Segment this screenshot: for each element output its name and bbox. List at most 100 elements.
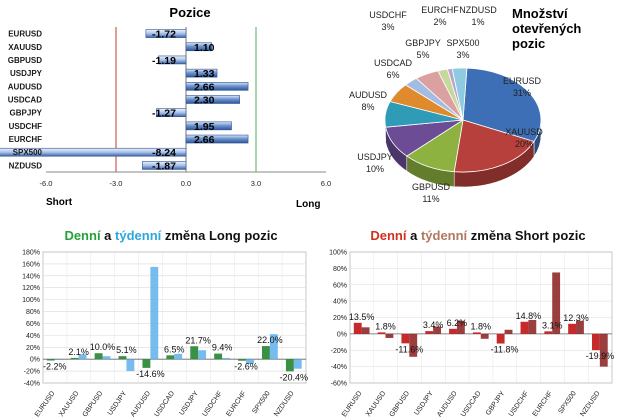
data-label: -14.6% [136,369,165,379]
data-label: -19.9% [586,351,615,361]
y-tick-label: -20% [24,369,40,376]
pozice-bar [185,82,249,91]
pozice-x-tick-label: -3.0 [110,179,123,188]
y-tick-label: 80% [333,266,347,273]
pie-slice-name: EURUSD [503,76,542,86]
y-tick-label: 100% [22,297,40,304]
column-bar [552,272,561,334]
pie-slices [384,67,542,188]
title-part: a [101,228,115,243]
column-bar [46,359,55,361]
pozice-bar [185,121,232,131]
y-tick-label: 160% [22,261,40,268]
column-bar [480,333,489,339]
pozice-value-label: -1.87 [152,160,176,172]
title-part: změna Short pozic [467,228,585,243]
short-change-plot: -60% -40% -20% 0% 20% 40% 60% 80% 100% 13.5% EURUS… [329,250,614,417]
column-bar [150,266,159,360]
pozice-bar [157,55,187,65]
pozice-x-tick-label: 0.0 [181,179,191,188]
y-tick-label: 40% [333,299,347,306]
pie-slice-percent: 2% [433,17,446,27]
column-bar [190,346,199,360]
column-bar [70,357,79,360]
data-label: -2.2% [43,361,67,371]
column-bar [94,353,103,360]
column-bar [401,333,410,344]
data-label: -2.6% [234,362,258,372]
y-tick-label: -40% [24,381,40,388]
y-tick-label: 180% [22,250,40,257]
column-bar [361,327,370,334]
y-tick-label: 120% [22,285,40,292]
pozice-bar [185,68,218,78]
y-tick-label: -40% [331,364,347,371]
data-label: -20.4% [280,372,309,382]
column-bar [433,326,441,334]
pozice-bar [185,95,240,104]
data-label: 9.4% [212,343,233,353]
pozice-category-label: USDCAD [8,96,42,105]
column-bar [496,333,505,344]
data-label: -11.8% [491,345,519,355]
column-bar [449,328,457,334]
pozice-value-label: -1.19 [152,55,176,67]
column-bar [576,320,584,334]
pozice-category-label: XAUUSD [8,43,42,52]
column-bar [377,332,386,334]
title-part: Denní [370,228,407,243]
data-label: 1.8% [471,321,492,331]
x-category-label: EURUSD [34,390,57,417]
column-bar [126,359,135,372]
y-tick-label: 40% [26,333,40,340]
pie-title: Množství otevřených pozic [512,6,581,51]
pozice-value-label: 2.66 [194,81,215,93]
pie-slice-name: GBPUSD [412,182,451,192]
y-tick-label: 100% [329,250,347,257]
column-bar [472,332,481,334]
pie-slice [451,67,468,121]
column-bar [198,350,207,360]
pozice-category-label: USDJPY [10,69,43,78]
pozice-value-label: 1.10 [194,42,215,54]
title-part: týdenní [421,228,468,243]
pie-slice-name: EURCHF [421,5,459,15]
column-bar [425,331,434,334]
pie-slice-name: USDCAD [374,58,413,68]
short-change-chart: Denní a týdenní změna Short pozic -60% -4… [329,228,614,417]
y-tick-label: -60% [331,381,347,388]
x-category-label: AUDUSD [436,390,459,417]
pozice-bars [0,29,249,170]
data-label: 22.0% [257,335,283,345]
column-bar [142,359,151,368]
column-bar [222,357,230,360]
x-category-label: USDJPY [413,390,435,417]
column-bar [353,322,362,334]
x-category-label: EURCHF [532,390,554,417]
column-bar [520,321,529,334]
pozice-category-label: SPX500 [13,148,43,157]
pozice-x-tick-label: 3.0 [251,179,261,188]
pozice-value-label: 1.33 [194,68,215,80]
pozice-bar [185,134,249,144]
title-part: týdenní [115,228,162,243]
data-label: 6.2% [447,318,468,328]
pie-slice [462,67,542,142]
column-bar [385,333,394,338]
y-tick-label: -20% [331,348,347,355]
pozice-x-tick-label: 6.0 [321,179,331,188]
short-change-title: Denní a týdenní změna Short pozic [370,228,585,243]
column-bar [174,353,183,360]
short-label: Short [46,197,73,208]
pie-slice-percent: 3% [456,50,469,60]
pozice-category-label: EURCHF [9,135,42,144]
data-label: 10.0% [90,342,116,352]
column-bar [409,333,418,357]
pie-slice-name: USDCHF [369,10,407,20]
y-tick-label: 80% [26,309,40,316]
pie-title-line: otevřených [512,21,581,36]
pozice-bar [142,161,187,170]
column-bar [54,359,63,360]
data-label: 1.8% [375,321,396,331]
